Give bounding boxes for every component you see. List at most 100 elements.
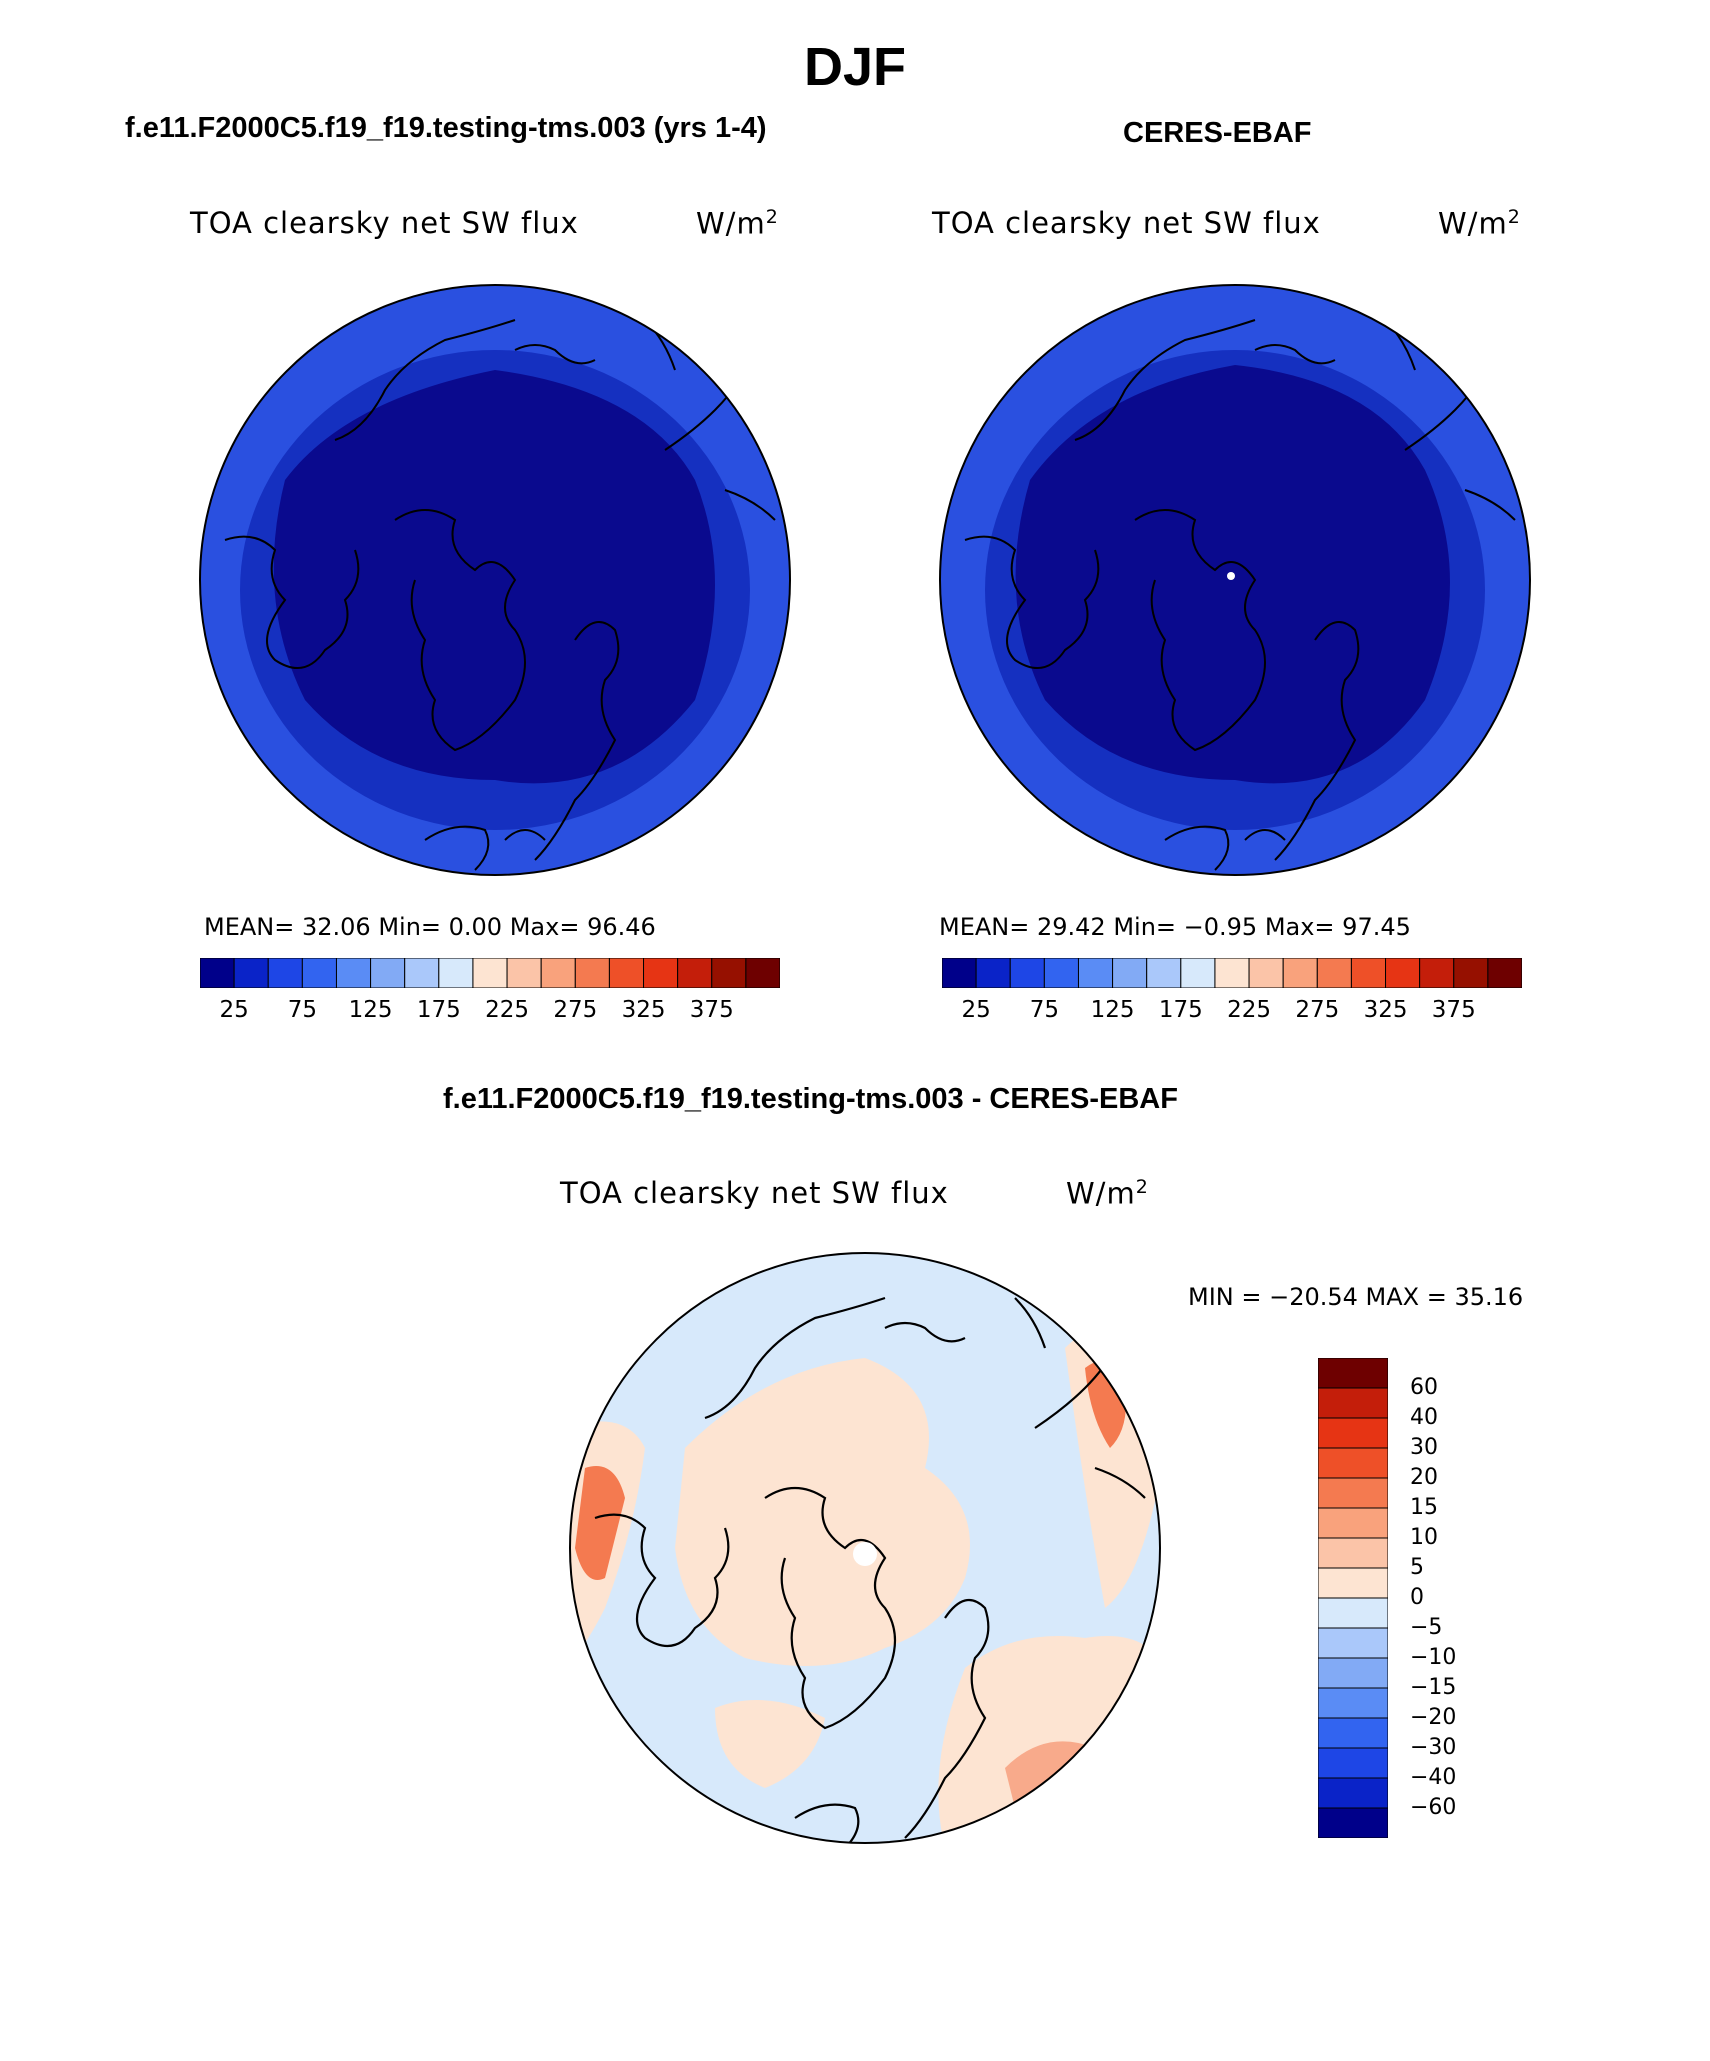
colorbar-swatch — [370, 958, 406, 988]
panel3-map — [569, 1252, 1161, 1844]
colorbar-swatch — [1318, 1358, 1388, 1389]
colorbar-tick-label: −40 — [1410, 1765, 1457, 1790]
colorbar-swatch — [1318, 1717, 1388, 1749]
colorbar-tick-label: 10 — [1410, 1525, 1438, 1550]
colorbar-tick-label: 175 — [1158, 997, 1203, 1023]
colorbar-tick-label: 30 — [1410, 1435, 1438, 1460]
colorbar-swatch — [1318, 1417, 1388, 1449]
colorbar-swatch — [1009, 958, 1045, 988]
panel1-stats: MEAN= 32.06 Min= 0.00 Max= 96.46 — [204, 913, 656, 941]
colorbar-tick-label: −30 — [1410, 1735, 1457, 1760]
colorbar-tick-label: −10 — [1410, 1645, 1457, 1670]
colorbar-swatch — [643, 958, 679, 988]
colorbar-tick-label: 325 — [1363, 997, 1408, 1023]
colorbar-tick-label: 5 — [1410, 1555, 1424, 1580]
colorbar-swatch — [1248, 958, 1284, 988]
colorbar-swatch — [1146, 958, 1182, 988]
colorbar-swatch — [472, 958, 508, 988]
panel2-title: CERES-EBAF — [1123, 117, 1312, 149]
panel2-pole-point — [1227, 572, 1235, 580]
colorbar-tick-label: 25 — [961, 997, 991, 1023]
colorbar-swatch — [1350, 958, 1387, 988]
panel3-hot-area-west — [575, 1466, 625, 1580]
colorbar-swatch — [1385, 958, 1421, 988]
panel2-variable: TOA clearsky net SW flux — [932, 206, 1321, 240]
colorbar-swatch — [1318, 1387, 1388, 1419]
colorbar-swatch — [1453, 958, 1489, 988]
colorbar-tick-label: 125 — [348, 997, 393, 1023]
colorbar-swatch — [574, 958, 610, 988]
colorbar-swatch — [1282, 958, 1318, 988]
panel1-variable: TOA clearsky net SW flux — [190, 206, 579, 240]
colorbar-swatch — [1419, 958, 1455, 988]
colorbar-tick-label: 20 — [1410, 1465, 1438, 1490]
panel3-units: W/m2 — [1066, 1176, 1149, 1211]
colorbar-tick-label: 60 — [1410, 1375, 1438, 1400]
panel3-pole-point — [853, 1542, 877, 1566]
colorbar-tick-label: 275 — [1295, 997, 1340, 1023]
colorbar-swatch — [711, 958, 747, 988]
panel3-variable: TOA clearsky net SW flux — [560, 1176, 949, 1210]
colorbar-swatch — [1112, 958, 1148, 988]
colorbar-swatch — [677, 958, 713, 988]
colorbar-swatch — [438, 958, 474, 988]
colorbar-swatch — [1214, 958, 1250, 988]
colorbar-swatch — [1318, 1477, 1388, 1509]
colorbar-swatch — [335, 958, 372, 988]
colorbar-swatch — [506, 958, 542, 988]
colorbar-tick-label: 125 — [1090, 997, 1135, 1023]
colorbar-swatch — [301, 958, 337, 988]
colorbar-swatch — [1318, 1657, 1388, 1689]
colorbar-swatch — [267, 958, 303, 988]
colorbar-tick-label: 75 — [1029, 997, 1059, 1023]
colorbar-swatch — [608, 958, 645, 988]
panel1-map — [199, 284, 791, 876]
panel3-colorbar — [1318, 1358, 1388, 1838]
colorbar-tick-label: 225 — [1227, 997, 1271, 1023]
panel3-title: f.e11.F2000C5.f19_f19.testing-tms.003 - … — [443, 1083, 1178, 1115]
colorbar-tick-label: 0 — [1410, 1585, 1424, 1610]
panel2-coastlines — [964, 319, 1516, 871]
colorbar-tick-label: 375 — [689, 997, 734, 1023]
panel2-stats: MEAN= 29.42 Min= −0.95 Max= 97.45 — [939, 913, 1411, 941]
colorbar-swatch — [200, 958, 235, 988]
colorbar-swatch — [975, 958, 1011, 988]
panel1-units: W/m2 — [696, 206, 779, 241]
colorbar-swatch — [1318, 1807, 1388, 1838]
colorbar-tick-label: 375 — [1431, 997, 1476, 1023]
panel1-colorbar — [200, 958, 780, 988]
colorbar-swatch — [1318, 1687, 1388, 1719]
panel3-stats: MIN = −20.54 MAX = 35.16 — [1188, 1283, 1524, 1311]
colorbar-tick-label: −60 — [1410, 1795, 1457, 1820]
colorbar-swatch — [540, 958, 576, 988]
colorbar-swatch — [1316, 958, 1352, 988]
panel1-title: f.e11.F2000C5.f19_f19.testing-tms.003 (y… — [125, 112, 767, 144]
colorbar-tick-label: 40 — [1410, 1405, 1438, 1430]
colorbar-swatch — [404, 958, 440, 988]
colorbar-swatch — [1043, 958, 1079, 988]
panel2-units: W/m2 — [1438, 206, 1521, 241]
colorbar-tick-label: 325 — [621, 997, 666, 1023]
panel1-deep-field — [273, 370, 715, 784]
colorbar-tick-label: −5 — [1410, 1615, 1443, 1640]
colorbar-swatch — [1487, 958, 1522, 988]
colorbar-swatch — [745, 958, 780, 988]
colorbar-tick-label: −15 — [1410, 1675, 1457, 1700]
colorbar-swatch — [1318, 1747, 1388, 1779]
figure-title: DJF — [803, 37, 906, 97]
colorbar-swatch — [1318, 1777, 1388, 1809]
colorbar-swatch — [1318, 1627, 1388, 1659]
colorbar-tick-label: 175 — [416, 997, 461, 1023]
panel2-map — [939, 284, 1531, 876]
panel1-coastlines — [224, 319, 776, 871]
colorbar-swatch — [1318, 1567, 1388, 1599]
colorbar-swatch — [1180, 958, 1216, 988]
colorbar-tick-label: 225 — [485, 997, 529, 1023]
colorbar-tick-label: 15 — [1410, 1495, 1438, 1520]
colorbar-swatch — [1077, 958, 1114, 988]
panel2-colorbar — [942, 958, 1522, 988]
colorbar-swatch — [1318, 1537, 1388, 1569]
colorbar-tick-label: 25 — [219, 997, 249, 1023]
colorbar-tick-label: −20 — [1410, 1705, 1457, 1730]
colorbar-tick-label: 75 — [287, 997, 317, 1023]
